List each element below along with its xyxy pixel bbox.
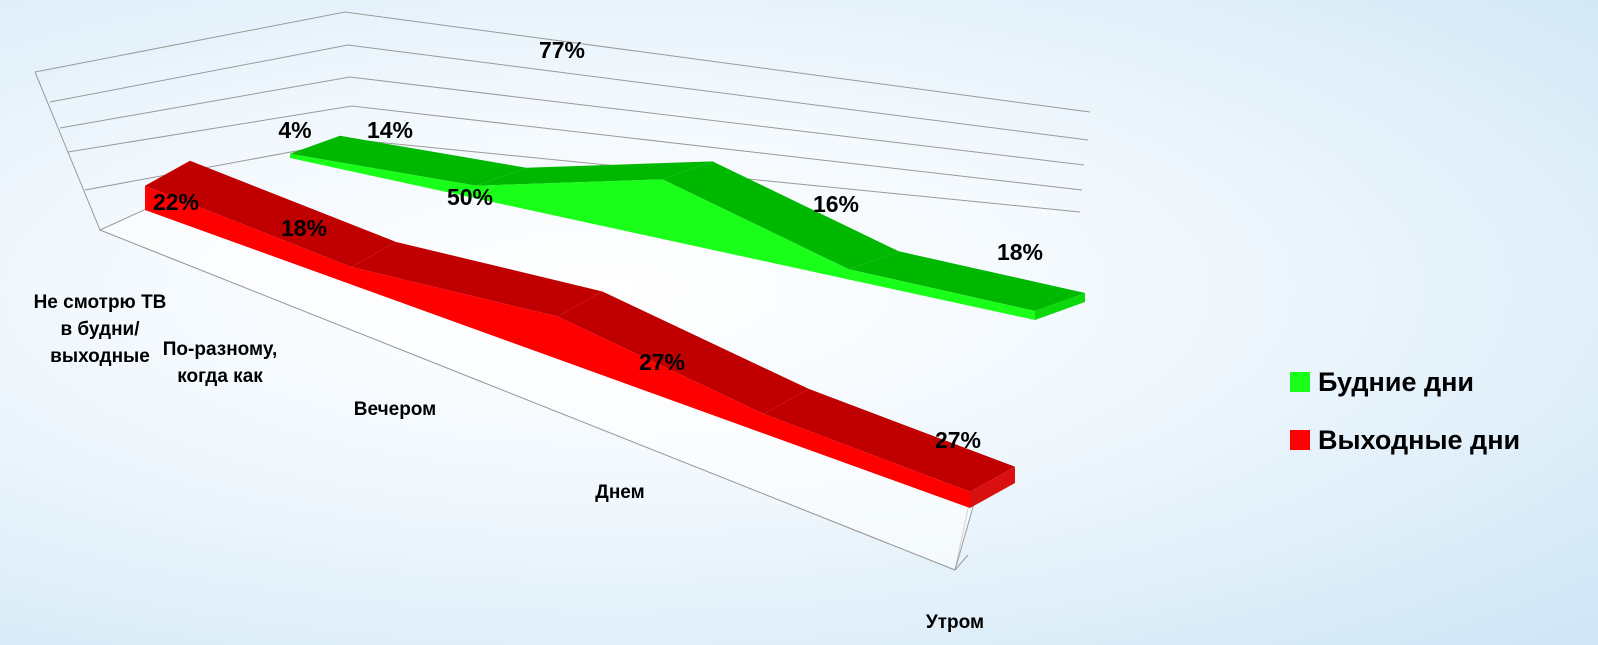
data-label-weekdays: 4% [278, 117, 311, 143]
category-label: Утром [926, 612, 984, 633]
ribbon-segment [290, 135, 527, 186]
area-endcap [970, 466, 1015, 508]
ribbon-segment [848, 251, 1085, 311]
data-label-weekdays: 18% [997, 239, 1043, 265]
category-label-line: Днем [595, 482, 644, 503]
gridline [49, 44, 1089, 141]
legend-item-weekend: Выходные дни [1290, 423, 1520, 457]
legend-swatch-weekend [1290, 430, 1310, 450]
category-label: Вечером [354, 399, 436, 420]
legend-swatch-weekdays [1290, 372, 1310, 392]
category-labels: Не смотрю ТВ в будни/выходные По-разному, к… [34, 292, 984, 633]
ribbon-segment [476, 161, 713, 186]
series-weekend [145, 160, 1015, 509]
category-label-line: Утром [926, 612, 984, 633]
category-label: Днем [595, 482, 644, 503]
series-weekdays [290, 135, 1085, 320]
gridline [67, 105, 1083, 191]
ribbon-segment [763, 388, 1015, 492]
category-label-line: Не смотрю ТВ [34, 292, 167, 313]
category-label-line: в будни/ [60, 319, 140, 340]
data-labels: 4% 14% 77% 16% 18% 22% 18% 50% 27% 27% [153, 37, 1043, 453]
legend-label-weekend: Выходные дни [1318, 424, 1521, 455]
category-label-line: когда как [177, 366, 263, 387]
category-label: По-разному, когда как [163, 339, 278, 387]
data-label-weekend: 27% [639, 349, 685, 375]
data-label-weekdays: 16% [813, 191, 859, 217]
data-label-weekdays: 77% [539, 37, 585, 63]
category-label-line: По-разному, [163, 339, 278, 360]
data-label-weekend: 22% [153, 189, 199, 215]
data-label-weekdays: 14% [367, 117, 413, 143]
legend-item-weekdays: Будние дни [1290, 365, 1520, 399]
area-face [145, 185, 970, 509]
category-label-line: выходные [50, 346, 150, 367]
data-label-weekend: 50% [447, 184, 493, 210]
area-endcap [1035, 293, 1085, 320]
legend-label-weekdays: Будние дни [1318, 366, 1475, 397]
data-label-weekend: 27% [935, 427, 981, 453]
gridline [59, 76, 1085, 166]
ribbon-segment [351, 241, 603, 317]
category-label-line: Вечером [354, 399, 436, 420]
legend: Будние дни Выходные дни [1290, 365, 1520, 481]
ribbon-segment [557, 291, 809, 414]
category-label: Не смотрю ТВ в будни/выходные [34, 292, 167, 367]
ribbon-segment [145, 160, 397, 267]
gridline [34, 11, 1091, 113]
ribbon-segment [662, 161, 899, 270]
data-label-weekend: 18% [281, 215, 327, 241]
area-face [290, 153, 1035, 320]
